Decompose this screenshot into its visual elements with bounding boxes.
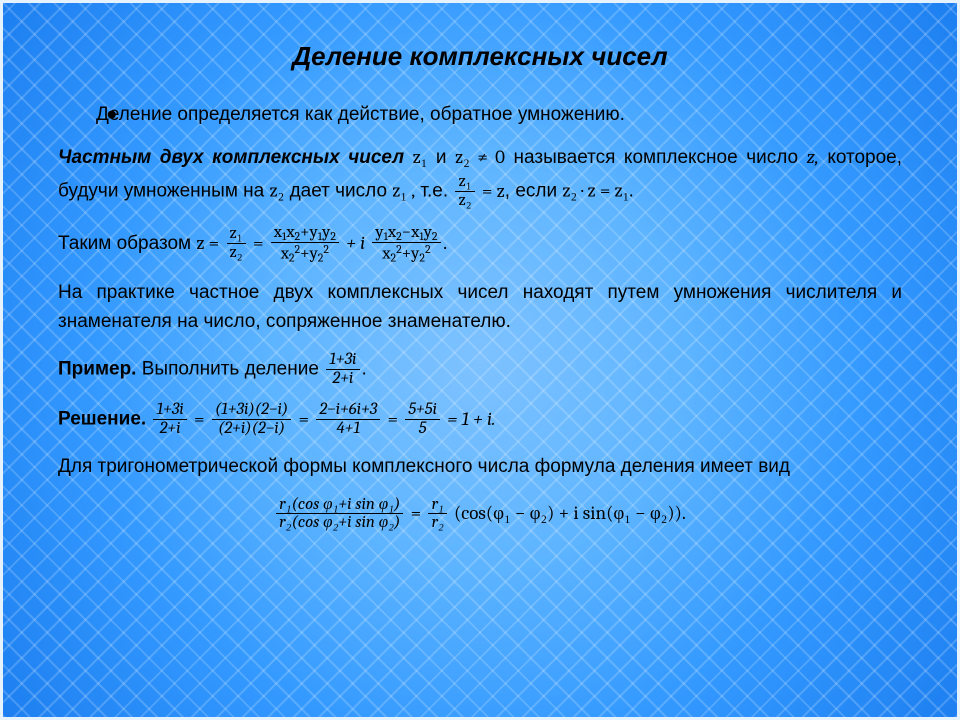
frac-z1z2: z₁z₂: [455, 173, 474, 210]
example-frac: 1+3i2+i: [326, 351, 359, 388]
frac-num: z₁: [455, 173, 474, 191]
frac-den: z₂: [455, 191, 474, 210]
trig-frac-r: r₁r₂: [428, 496, 446, 533]
frac-main3: y1x2−x1y2x22+y22: [372, 224, 440, 264]
para-intro: ●Деление определяется как действие, обра…: [58, 100, 902, 129]
para-definition: Частным двух комплексных чисел z₁ и z₂ ≠…: [58, 143, 902, 209]
formula-period: .: [443, 233, 448, 254]
intro-text: Деление определяется как действие, обрат…: [96, 104, 625, 125]
sol-f1: 1+3i2+i: [153, 401, 186, 438]
f-den: x22+y22: [271, 242, 339, 264]
frac-main1: z₁z₂: [227, 225, 246, 262]
para-example: Пример. Выполнить деление 1+3i2+i.: [58, 351, 902, 388]
para-trig: Для тригонометрической формы комплексног…: [58, 452, 902, 481]
formula-zeq: z =: [196, 229, 219, 258]
f-num: x1x2+y1y2: [271, 224, 339, 242]
f-num: 1+3i: [153, 401, 186, 419]
trig-formula: r₁(cos φ₁+i sin φ₁)r₂(cos φ₂+i sin φ₂) =…: [58, 496, 902, 533]
f-num: 5+5i: [405, 401, 440, 419]
f-den: 2+i: [153, 419, 186, 438]
example-period: .: [362, 358, 367, 379]
slide-title: Деление комплексных чисел: [58, 41, 902, 72]
f-num: 1+3i: [326, 351, 359, 369]
f-den: x22+y22: [372, 242, 440, 264]
para-practice: На практике частное двух комплексных чис…: [58, 278, 902, 337]
frac-main2: x1x2+y1y2x22+y22: [271, 224, 339, 264]
f-den: (2+i)(2−i): [212, 419, 291, 438]
math-z: z,: [807, 146, 819, 168]
f-num: 2−i+6i+3: [316, 401, 380, 419]
eq-sign-1: =: [253, 229, 264, 258]
f-num: z₁: [227, 225, 246, 243]
eq-sign-5: =: [411, 499, 422, 528]
f-num: r₁: [428, 496, 446, 514]
f-den: r₂: [428, 513, 446, 532]
sol-f2: (1+3i)(2−i)(2+i)(2−i): [212, 401, 291, 438]
def-g: , если: [505, 180, 557, 201]
def-e: т.е.: [420, 180, 448, 201]
f-den: z₂: [227, 243, 246, 262]
f-den: 2+i: [326, 369, 359, 388]
f-den: 5: [405, 419, 440, 438]
eq-sign-4: =: [388, 405, 399, 434]
math-z2b: z₂: [270, 179, 285, 201]
example-text: Выполнить деление: [142, 358, 319, 379]
sol-result: = 1 + i.: [447, 405, 495, 434]
def-d: дает число: [290, 180, 387, 201]
trig-frac-lhs: r₁(cos φ₁+i sin φ₁)r₂(cos φ₂+i sin φ₂): [276, 496, 403, 533]
eq-cond: z₂ · z = z₁.: [562, 179, 633, 201]
f-num: (1+3i)(2−i): [212, 401, 291, 419]
f-num: r₁(cos φ₁+i sin φ₁): [276, 496, 403, 514]
slide-frame: Деление комплексных чисел ●Деление опред…: [0, 0, 960, 720]
formula-lead: Таким образом: [58, 233, 191, 254]
sol-f3: 2−i+6i+34+1: [316, 401, 380, 438]
eq-z: = z: [482, 177, 505, 206]
f-den: r₂(cos φ₂+i sin φ₂): [276, 513, 403, 532]
eq-sign-3: =: [299, 405, 310, 434]
solution-label: Решение.: [58, 409, 146, 430]
math-z2neq: z₂ ≠ 0: [455, 146, 505, 168]
f-num: y1x2−x1y2: [372, 224, 440, 242]
def-b: называется комплексное число: [514, 147, 799, 168]
trig-rest: (cos(φ₁ − φ₂) + i sin(φ₁ − φ₂)).: [454, 499, 686, 528]
text-and: и: [436, 147, 447, 168]
math-z1b: z₁ ,: [392, 179, 415, 201]
para-solution: Решение. 1+3i2+i = (1+3i)(2−i)(2+i)(2−i)…: [58, 401, 902, 438]
plus-i: + i: [346, 229, 365, 258]
example-label: Пример.: [58, 358, 136, 379]
math-z1: z₁: [413, 146, 428, 168]
para-formula: Таким образом z = z₁z₂ = x1x2+y1y2x22+y2…: [58, 224, 902, 264]
bullet-icon: ●: [58, 100, 96, 129]
f-den: 4+1: [316, 419, 380, 438]
def-lead: Частным двух комплексных чисел: [58, 147, 404, 168]
eq-sign-2: =: [194, 405, 205, 434]
sol-f4: 5+5i5: [405, 401, 440, 438]
